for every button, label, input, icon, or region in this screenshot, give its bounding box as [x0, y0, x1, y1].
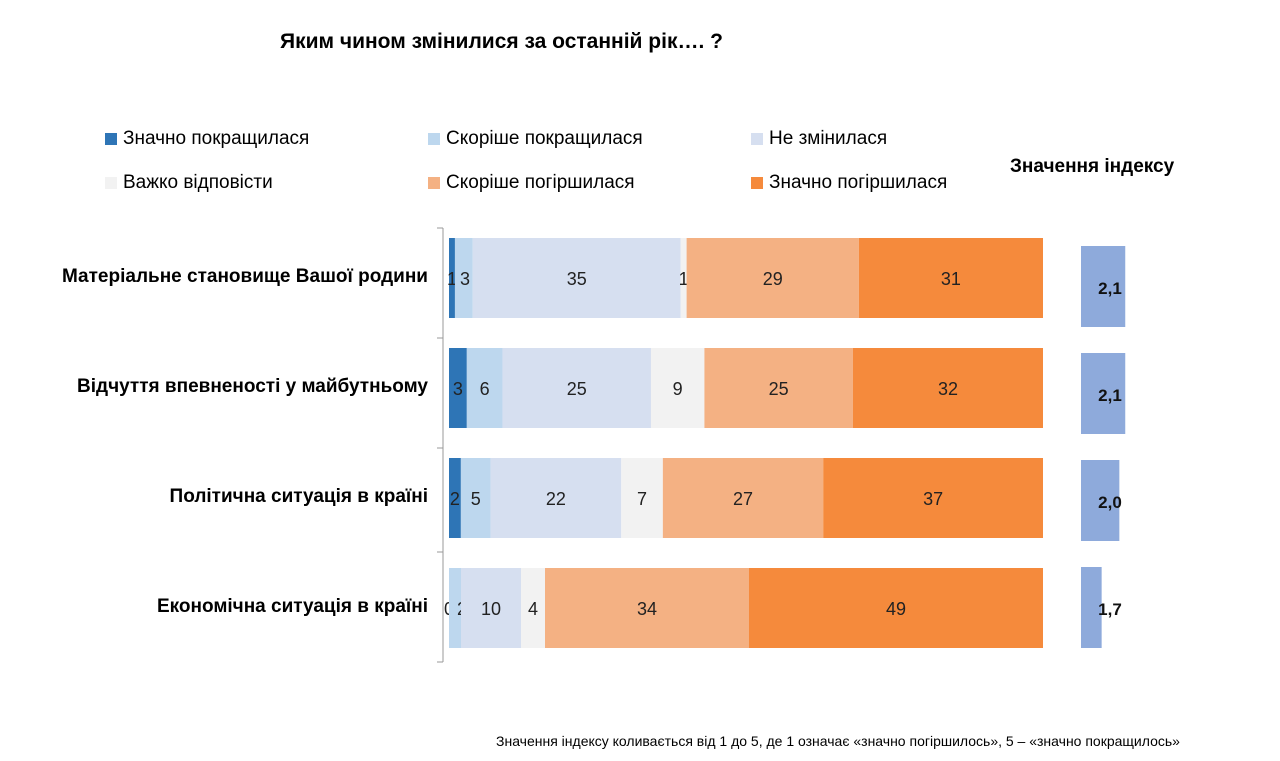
index-bar	[1081, 353, 1126, 434]
legend-label: Значно покращилася	[123, 128, 310, 149]
index-label: 2,0	[1098, 493, 1122, 512]
category-label: Політична ситуація в країні	[169, 486, 428, 507]
legend-swatch	[105, 177, 117, 189]
category-label: Відчуття впевненості у майбутньому	[77, 376, 428, 397]
data-label: 27	[733, 489, 753, 509]
index-bar	[1081, 246, 1126, 327]
category-label: Економічна ситуація в країні	[156, 596, 428, 617]
legend-label: Не змінилася	[769, 128, 888, 149]
bar-segment	[749, 568, 1043, 648]
bar-segment	[858, 238, 1043, 318]
data-label: 49	[886, 599, 906, 619]
bar-segment	[449, 568, 461, 648]
bar-segment	[454, 238, 473, 318]
data-label: 2	[450, 489, 460, 509]
data-label: 32	[938, 379, 958, 399]
data-label: 4	[528, 599, 538, 619]
bar-segment	[449, 238, 455, 318]
data-label: 9	[673, 379, 683, 399]
data-label: 35	[567, 269, 587, 289]
index-label: 2,1	[1098, 386, 1122, 405]
legend-label: Значно погіршилася	[769, 172, 948, 193]
data-label: 6	[480, 379, 490, 399]
data-label: 25	[769, 379, 789, 399]
data-label: 22	[546, 489, 566, 509]
data-label: 1	[679, 269, 689, 289]
bar-segment	[490, 458, 622, 538]
index-title: Значення індексу	[1010, 156, 1175, 177]
legend-item: Скоріше покращилася	[428, 128, 643, 150]
chart-title: Яким чином змінилися за останній рік…. ?	[280, 30, 723, 53]
data-label: 3	[453, 379, 463, 399]
index-bar	[1081, 567, 1102, 648]
legend-swatch	[751, 177, 763, 189]
bar-segment	[472, 238, 681, 318]
data-label: 1	[447, 269, 457, 289]
data-label: 5	[471, 489, 481, 509]
bar-segment	[823, 458, 1043, 538]
index-bar	[1081, 460, 1120, 541]
bar-segment	[449, 458, 461, 538]
legend-swatch	[428, 177, 440, 189]
legend-label: Важко відповісти	[123, 172, 273, 193]
data-label: 34	[637, 599, 657, 619]
legend-item: Значно погіршилася	[751, 172, 947, 194]
bar-segment	[460, 458, 491, 538]
bar-segment	[461, 568, 521, 648]
category-label: Матеріальне становище Вашої родини	[62, 266, 428, 287]
bar-segment	[621, 458, 663, 538]
data-label: 7	[637, 489, 647, 509]
legend-item: Не змінилася	[751, 128, 887, 150]
data-label: 3	[460, 269, 470, 289]
legend-swatch	[105, 133, 117, 145]
legend-item: Значно покращилася	[105, 128, 309, 150]
index-label: 1,7	[1098, 600, 1122, 619]
bar-segment	[650, 348, 705, 428]
legend-label: Скоріше погіршилася	[446, 172, 635, 193]
bar-segment	[521, 568, 545, 648]
bar-segment	[449, 348, 467, 428]
data-label: 10	[481, 599, 501, 619]
legend-label: Скоріше покращилася	[446, 128, 643, 149]
legend-item: Важко відповісти	[105, 172, 273, 194]
bar-segment	[502, 348, 651, 428]
bar-segment	[466, 348, 503, 428]
bar-segment	[686, 238, 859, 318]
data-label: 25	[567, 379, 587, 399]
bar-segment	[545, 568, 749, 648]
bar-segment	[662, 458, 824, 538]
data-label: 31	[941, 269, 961, 289]
bar-segment	[704, 348, 853, 428]
bar-segment	[852, 348, 1043, 428]
bar-segment	[680, 238, 687, 318]
data-label: 37	[923, 489, 943, 509]
data-label: 29	[763, 269, 783, 289]
footnote: Значення індексу коливається від 1 до 5,…	[496, 733, 1180, 749]
legend-swatch	[428, 133, 440, 145]
legend-item: Скоріше погіршилася	[428, 172, 635, 194]
index-label: 2,1	[1098, 279, 1122, 298]
legend-swatch	[751, 133, 763, 145]
